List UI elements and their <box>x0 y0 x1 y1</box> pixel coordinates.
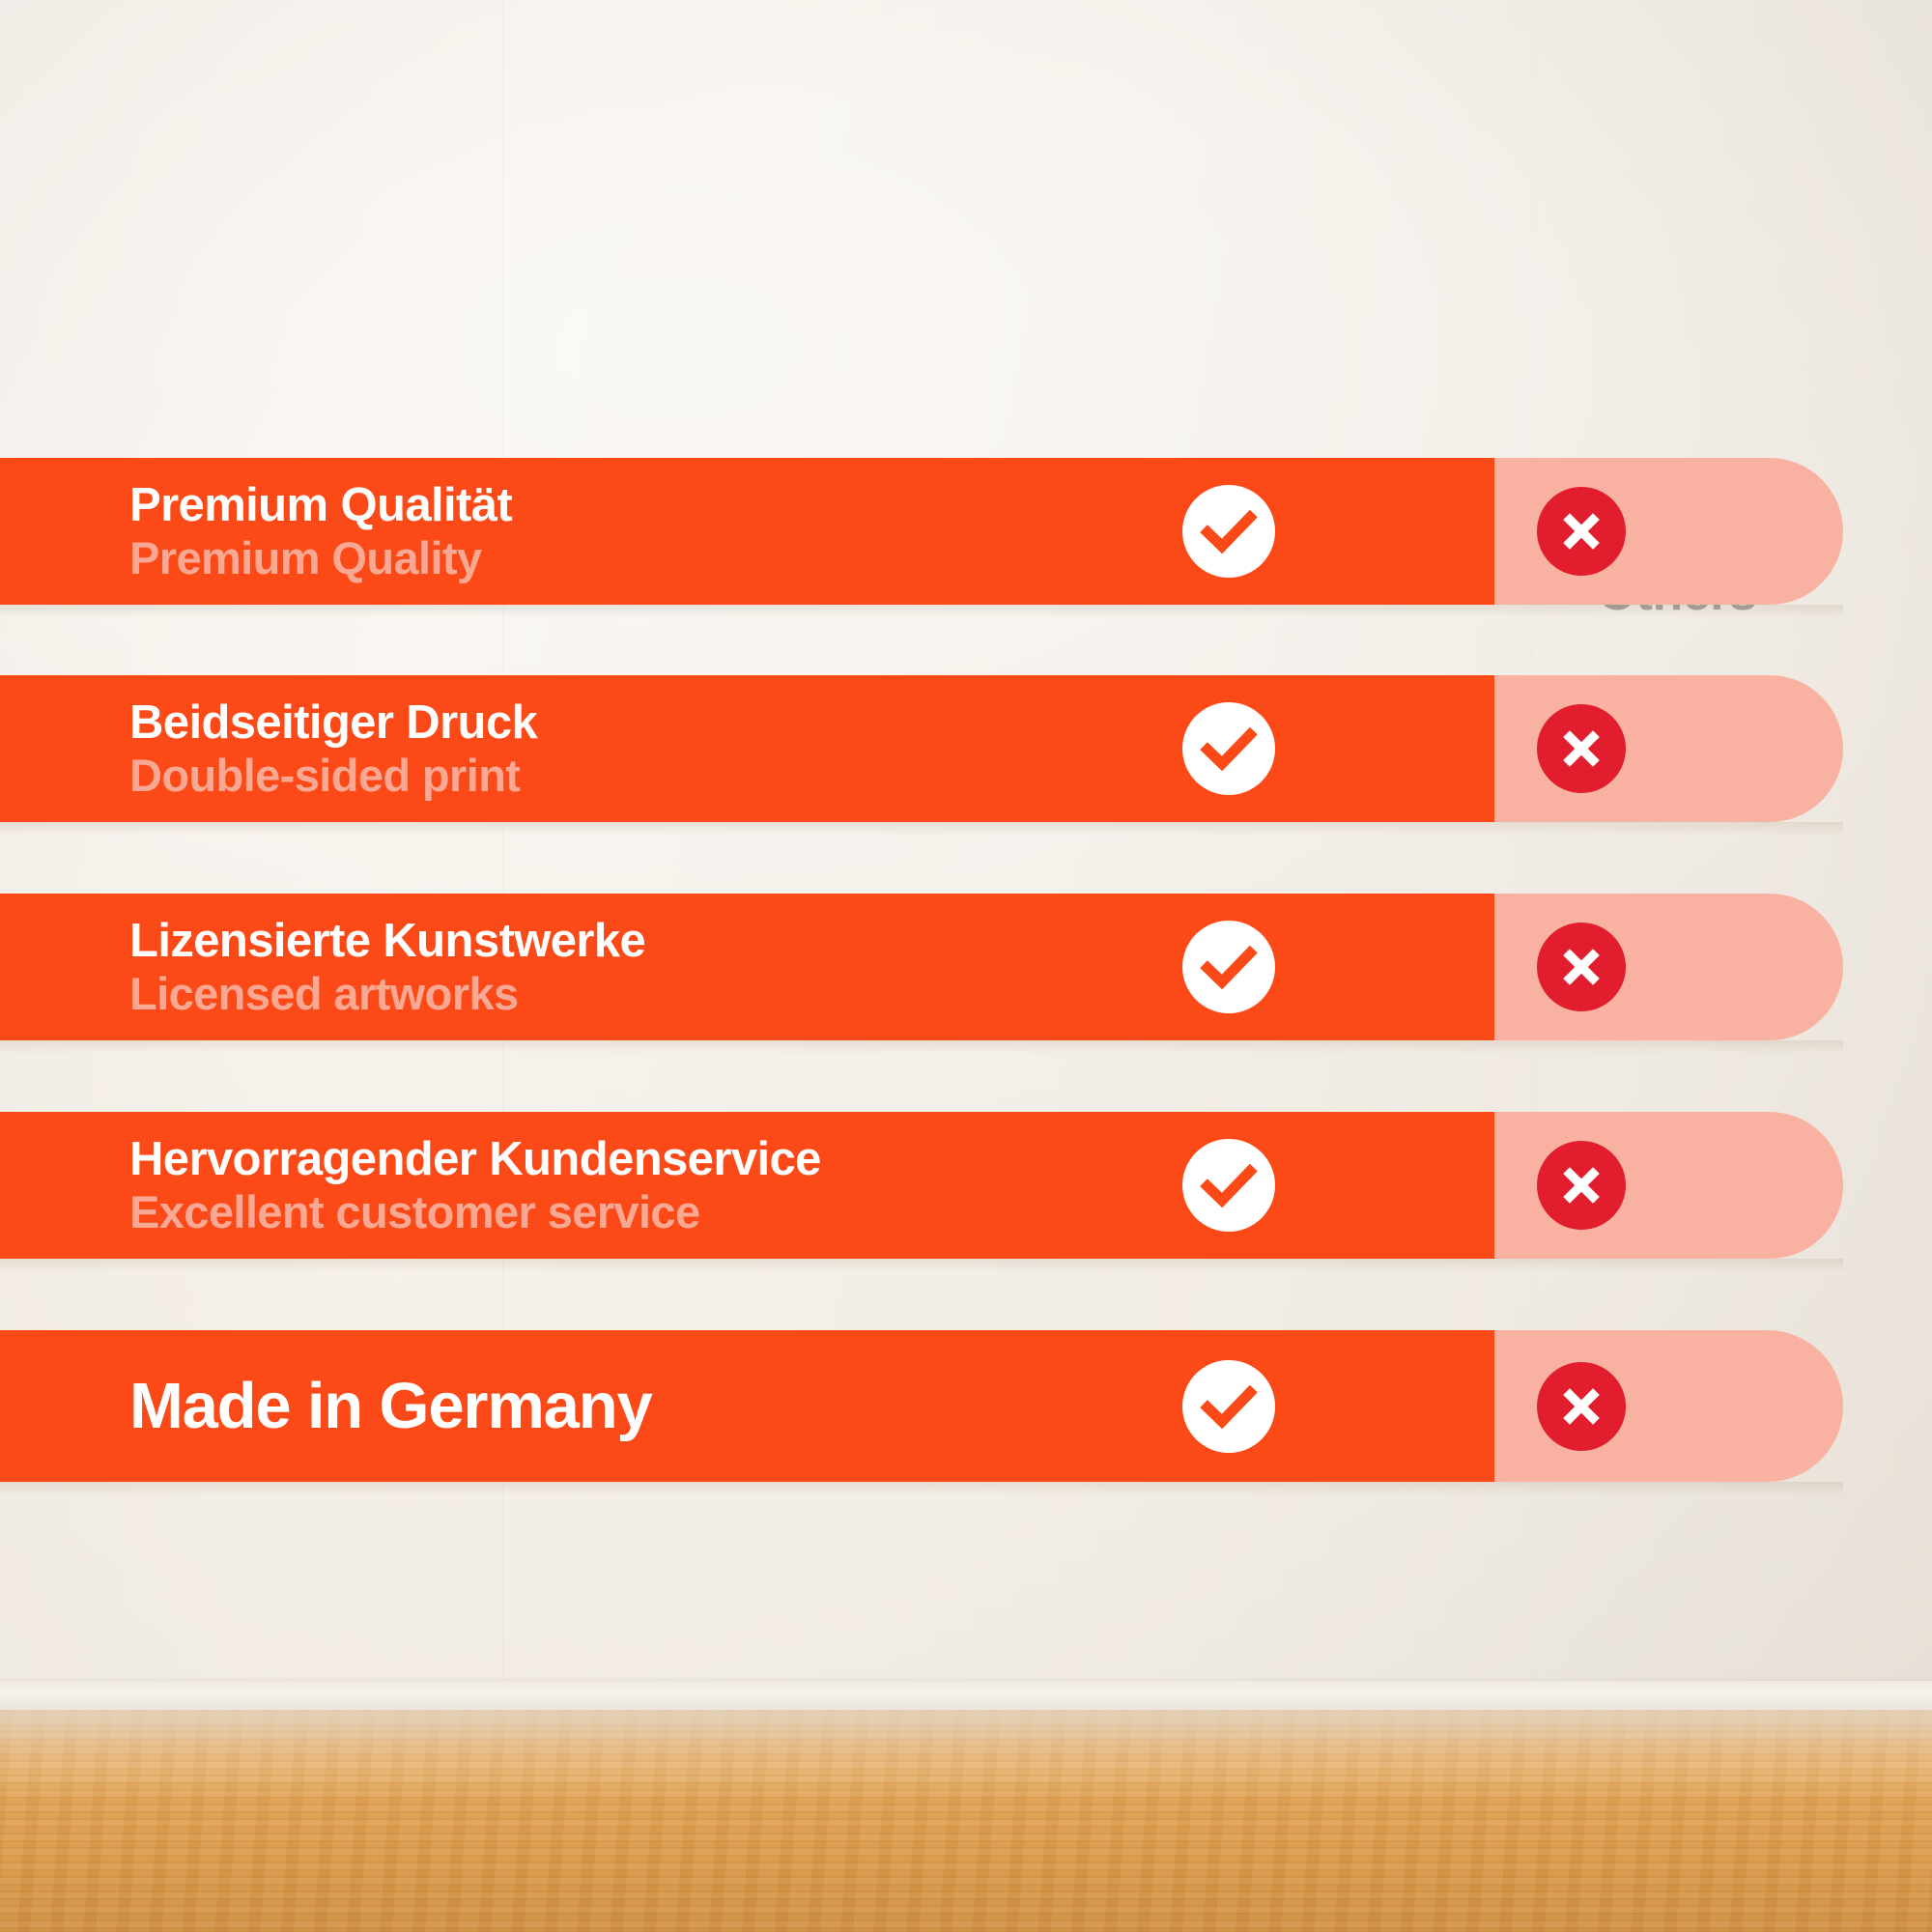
x-icon <box>1536 487 1626 576</box>
comparison-row: Premium Qualität Premium Quality <box>0 458 1843 605</box>
feature-label-de: Beidseitiger Druck <box>129 696 538 749</box>
feature-labels: Beidseitiger Druck Double-sided print <box>129 696 1494 801</box>
x-icon <box>1536 1141 1626 1230</box>
feature-label-de: Lizensierte Kunstwerke <box>129 914 646 967</box>
floor-shadow <box>0 1710 1932 1768</box>
wall-panel-seam-right <box>1531 0 1534 1702</box>
wooden-floor <box>0 1710 1932 1932</box>
others-cell <box>1494 1330 1843 1482</box>
comparison-row: Made in Germany <box>0 1330 1843 1482</box>
feature-labels: Hervorragender Kundenservice Excellent cu… <box>129 1132 1494 1237</box>
autoprints-cell: Hervorragender Kundenservice Excellent cu… <box>0 1112 1494 1259</box>
feature-labels: Premium Qualität Premium Quality <box>129 478 1494 583</box>
wall-panel-seam <box>502 0 506 1702</box>
comparison-row: Hervorragender Kundenservice Excellent cu… <box>0 1112 1843 1259</box>
x-icon <box>1536 704 1626 793</box>
others-cell <box>1494 1112 1843 1259</box>
others-cell <box>1494 458 1843 605</box>
check-icon <box>1182 702 1275 795</box>
check-icon <box>1182 1359 1275 1453</box>
feature-label-en: Premium Quality <box>129 531 482 583</box>
check-icon <box>1182 485 1275 578</box>
feature-label-de: Made in Germany <box>129 1369 653 1442</box>
check-icon <box>1182 921 1275 1013</box>
x-icon <box>1536 1361 1626 1451</box>
feature-label-de: Premium Qualität <box>129 478 513 531</box>
feature-label-en: Double-sided print <box>129 749 521 801</box>
feature-labels: Lizensierte Kunstwerke Licensed artworks <box>129 914 1494 1019</box>
others-cell <box>1494 675 1843 822</box>
feature-labels: Made in Germany <box>129 1372 1494 1440</box>
autoprints-cell: Premium Qualität Premium Quality <box>0 458 1494 605</box>
autoprints-cell: Lizensierte Kunstwerke Licensed artworks <box>0 894 1494 1040</box>
comparison-row: Beidseitiger Druck Double-sided print <box>0 675 1843 822</box>
check-icon <box>1182 1139 1275 1232</box>
x-icon <box>1536 923 1626 1011</box>
feature-label-en: Licensed artworks <box>129 967 519 1019</box>
comparison-header: AUTOPRINTS Andere Others <box>0 240 1932 619</box>
others-cell <box>1494 894 1843 1040</box>
feature-label-en: Excellent customer service <box>129 1185 700 1237</box>
feature-label-de: Hervorragender Kundenservice <box>129 1132 821 1185</box>
autoprints-cell: Made in Germany <box>0 1330 1494 1482</box>
autoprints-cell: Beidseitiger Druck Double-sided print <box>0 675 1494 822</box>
comparison-row: Lizensierte Kunstwerke Licensed artworks <box>0 894 1843 1040</box>
